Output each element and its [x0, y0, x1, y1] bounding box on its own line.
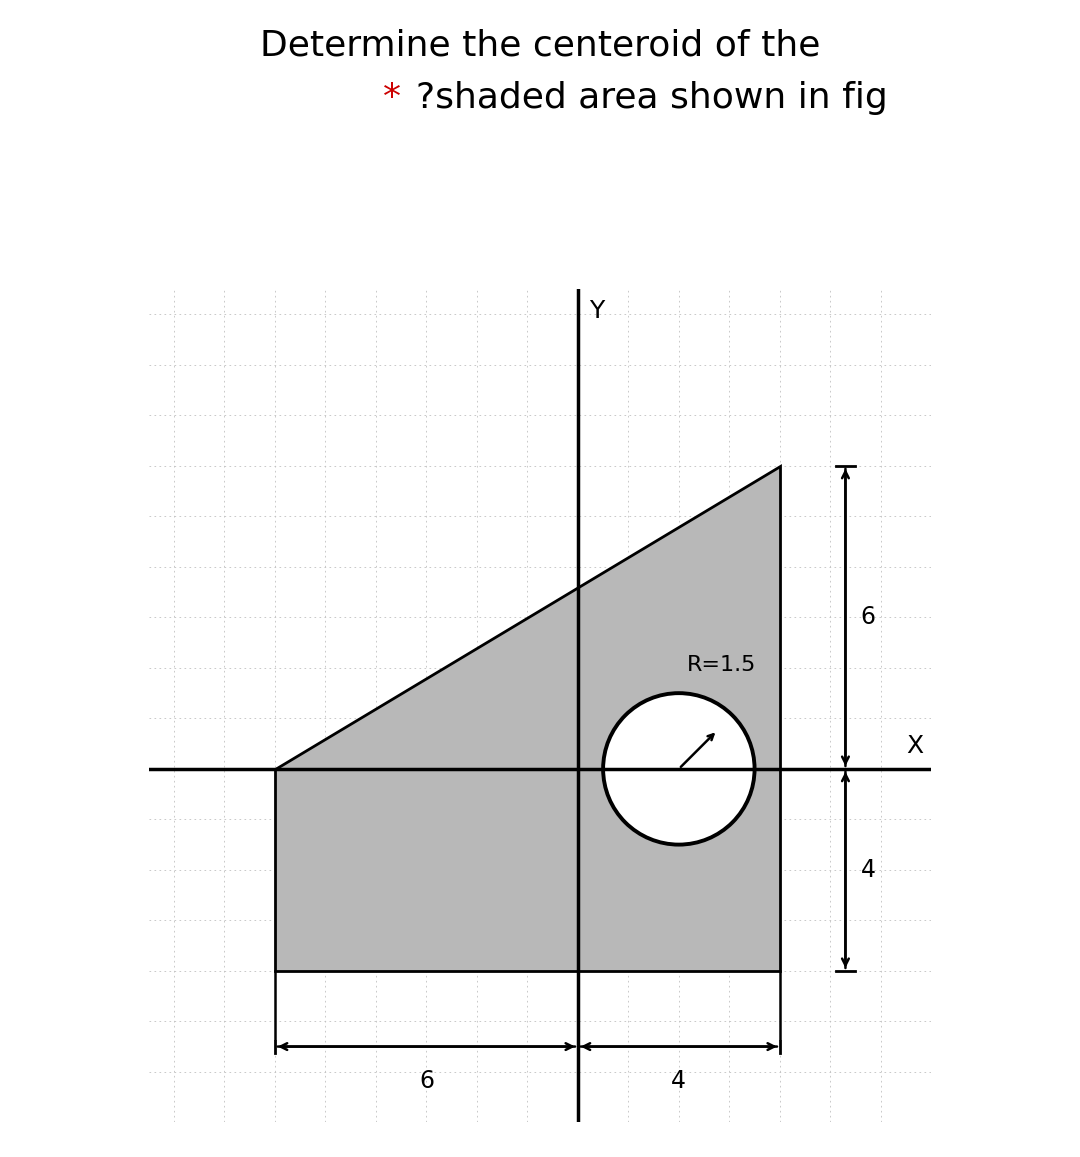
- Text: 6: 6: [861, 605, 876, 629]
- Text: 4: 4: [861, 857, 876, 882]
- Text: R=1.5: R=1.5: [687, 655, 756, 676]
- Bar: [275, 769, 780, 971]
- Polygon shape: [275, 466, 780, 769]
- Text: ?shaded area shown in fig: ?shaded area shown in fig: [416, 81, 888, 115]
- Text: X: X: [906, 734, 923, 758]
- Text: 4: 4: [672, 1069, 687, 1093]
- Text: *: *: [383, 81, 413, 115]
- Text: Determine the centeroid of the: Determine the centeroid of the: [260, 29, 820, 62]
- Text: 6: 6: [419, 1069, 434, 1093]
- Circle shape: [603, 693, 755, 845]
- Text: Y: Y: [589, 300, 604, 323]
